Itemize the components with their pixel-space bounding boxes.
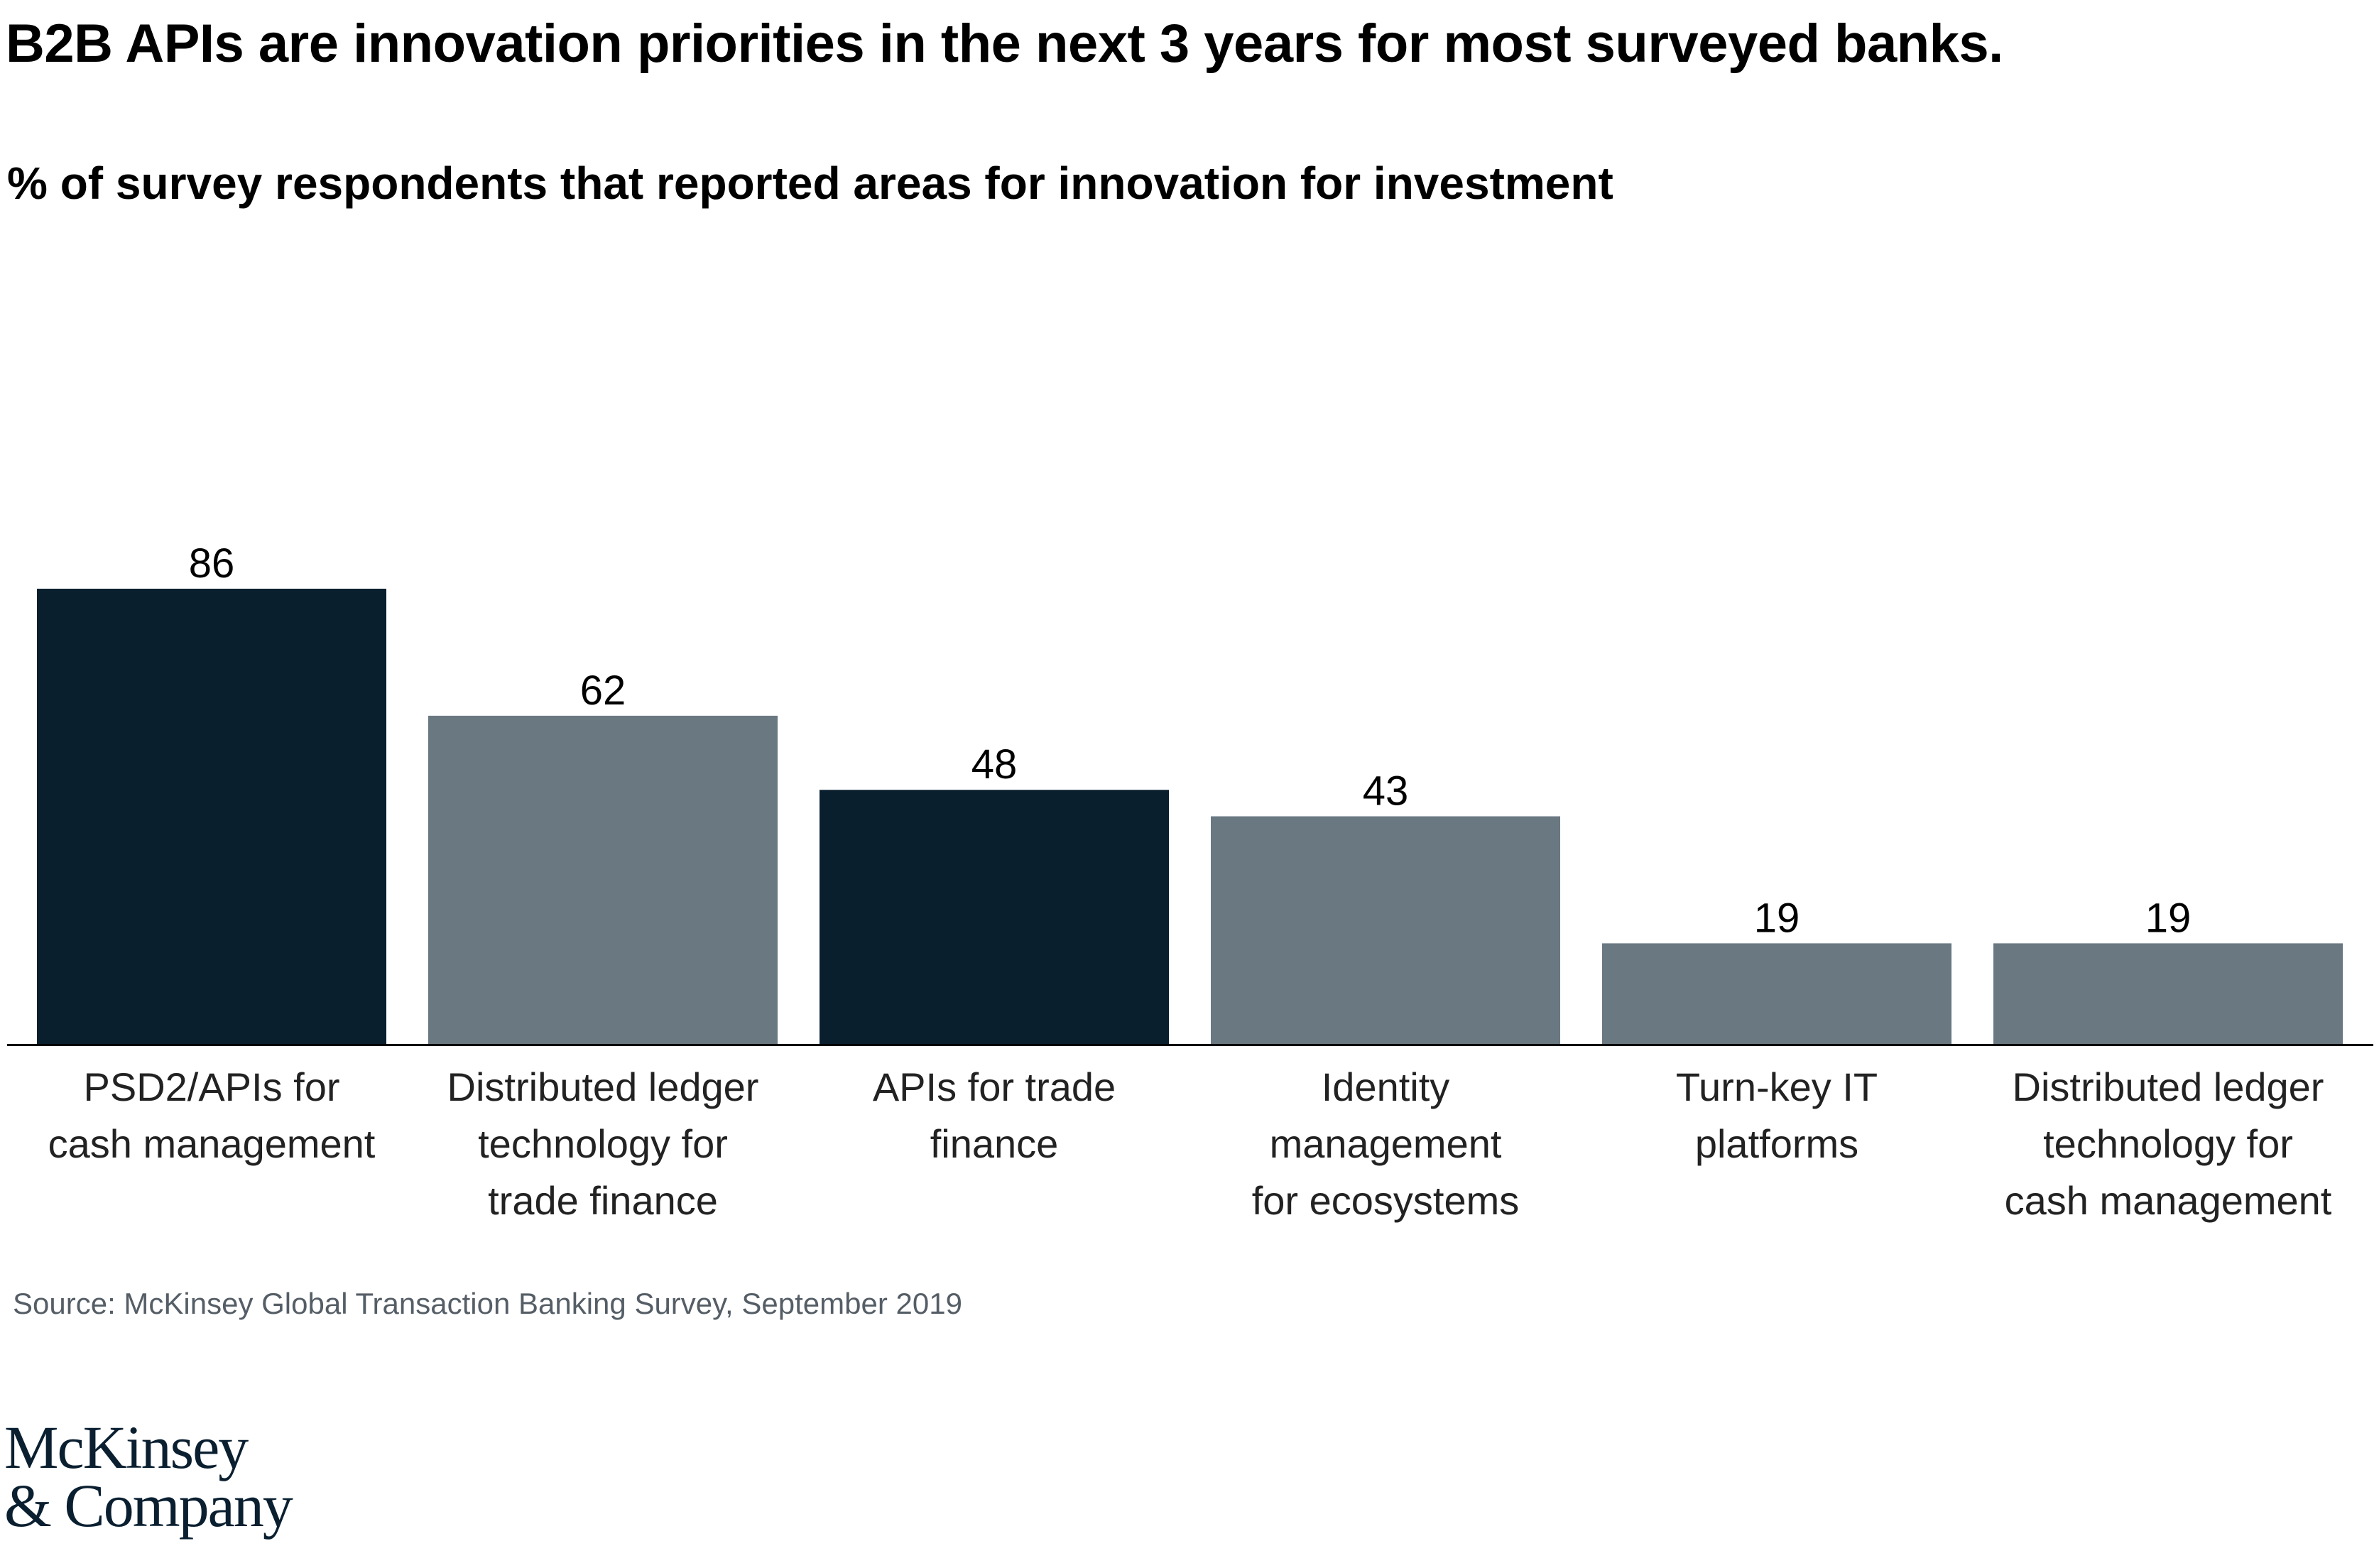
category-label-1: PSD2/APIs for cash management (48, 1065, 376, 1166)
bar-5 (1602, 943, 1951, 1044)
category-label-6: Distributed ledger technology for cash man… (2005, 1065, 2332, 1223)
mckinsey-logo: McKinsey & Company (4, 1413, 293, 1540)
value-label-6: 19 (2145, 895, 2192, 941)
bar-4 (1211, 816, 1560, 1044)
bar-6 (1993, 943, 2343, 1044)
value-label-1: 86 (189, 540, 235, 587)
category-label-3: APIs for trade finance (873, 1065, 1116, 1166)
value-label-4: 43 (1363, 768, 1409, 815)
bars-group (37, 589, 2343, 1044)
chart-subtitle: % of survey respondents that reported ar… (7, 158, 1613, 209)
bar-3 (820, 790, 1169, 1044)
source-note: Source: McKinsey Global Transaction Bank… (13, 1287, 962, 1320)
bar-2 (428, 715, 778, 1044)
value-label-3: 48 (971, 741, 1018, 788)
value-labels-group: 86 62 48 43 19 19 (189, 540, 2192, 941)
category-label-4: Identity management for ecosystems (1252, 1065, 1520, 1223)
value-label-5: 19 (1754, 895, 1800, 941)
value-label-2: 62 (580, 668, 626, 714)
category-labels-group: PSD2/APIs for cash management Distributed … (48, 1065, 2332, 1223)
logo-line-2: & Company (4, 1471, 293, 1540)
logo-line-1: McKinsey (4, 1413, 249, 1481)
chart-title: B2B APIs are innovation priorities in th… (6, 13, 2003, 74)
category-label-5: Turn-key IT platforms (1676, 1065, 1878, 1166)
bar-1 (37, 589, 386, 1044)
category-label-2: Distributed ledger technology for trade fi… (447, 1065, 759, 1223)
bar-chart: 86 62 48 43 19 19 PSD2/APIs for cash managemen… (7, 540, 2373, 1223)
